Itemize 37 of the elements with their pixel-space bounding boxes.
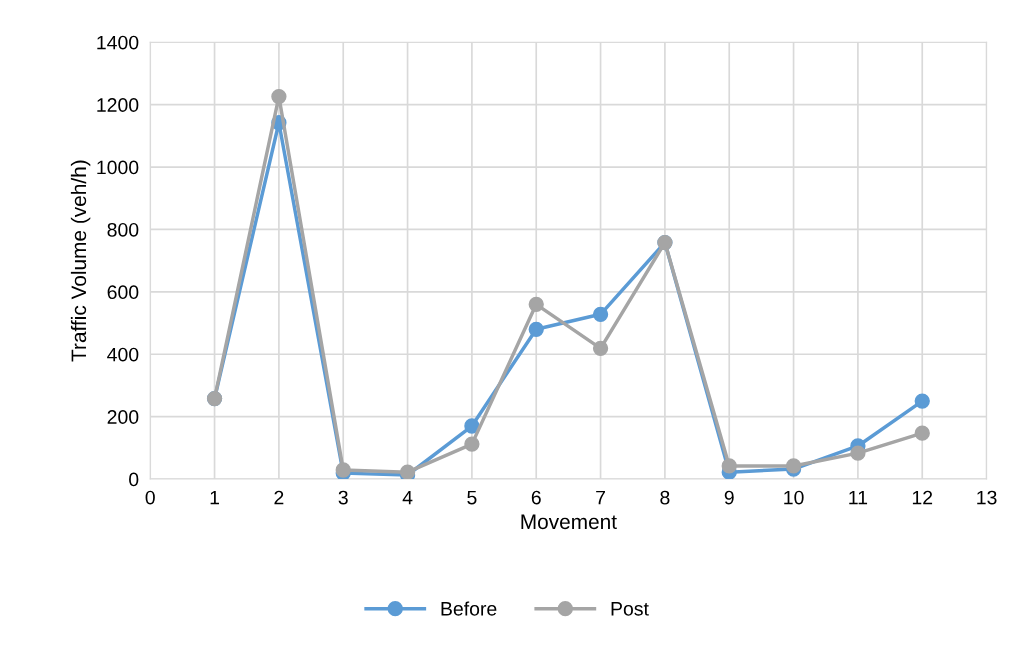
point — [528, 296, 544, 312]
x-tick-label: 1 — [210, 490, 220, 505]
y-tick-label: 1400 — [97, 35, 139, 50]
point — [721, 458, 737, 474]
x-tick-label: 4 — [402, 490, 413, 505]
y-tick-label: 800 — [107, 222, 139, 237]
x-tick-label: 12 — [912, 490, 933, 505]
point — [464, 418, 480, 434]
x-tick-label: 13 — [977, 490, 997, 505]
x-tick-label: 6 — [531, 490, 541, 505]
y-tick-label: 200 — [107, 410, 139, 424]
x-tick-label: 0 — [145, 490, 155, 505]
y-tick-label: 400 — [107, 347, 139, 362]
y-axis-title: Traffic Volume (veh/h) — [70, 160, 91, 362]
point — [850, 445, 866, 461]
x-axis-title: Movement — [521, 514, 617, 530]
point — [464, 436, 480, 452]
y-tick-label: 1200 — [97, 98, 139, 112]
y-tick-label: 600 — [107, 285, 139, 300]
x-tick-label: 11 — [849, 490, 868, 505]
x-tick-label: 10 — [784, 490, 804, 505]
x-tick-label: 8 — [660, 490, 670, 505]
x-tick-label: 2 — [274, 490, 284, 505]
point — [914, 393, 930, 409]
x-tick-label: 9 — [724, 490, 734, 505]
point — [528, 321, 544, 337]
point — [592, 306, 609, 322]
point — [271, 88, 287, 105]
legend-label: Post — [611, 602, 649, 616]
x-tick-label: 5 — [467, 490, 477, 505]
point — [914, 425, 930, 441]
point — [592, 340, 609, 356]
legend-label: Before — [441, 601, 497, 616]
y-tick-label: 1000 — [97, 160, 139, 175]
x-tick-label: 7 — [596, 490, 605, 505]
y-tick-label: 0 — [129, 472, 139, 487]
x-tick-label: 3 — [338, 490, 348, 505]
